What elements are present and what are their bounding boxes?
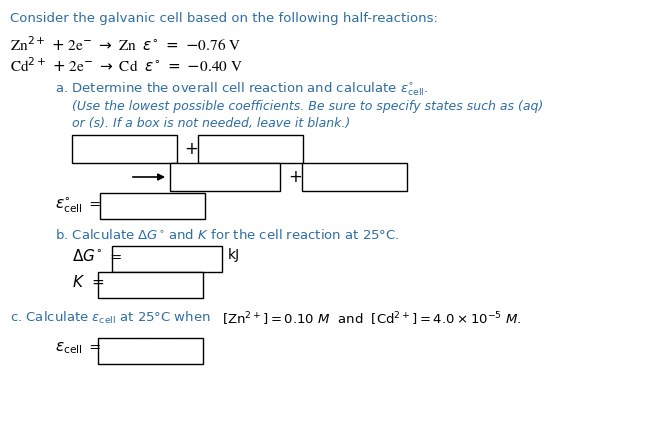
Text: kJ: kJ — [228, 248, 240, 262]
Bar — [98, 338, 203, 364]
Text: +: + — [288, 168, 302, 186]
Bar — [72, 135, 177, 163]
Text: Consider the galvanic cell based on the following half-reactions:: Consider the galvanic cell based on the … — [10, 12, 438, 25]
Text: +: + — [184, 140, 198, 158]
Text: $\mathit{K}$  =: $\mathit{K}$ = — [72, 274, 105, 290]
Text: a. Determine the overall cell reaction and calculate $\varepsilon^{\circ}_{\math: a. Determine the overall cell reaction a… — [55, 80, 428, 98]
Text: Cd$^{2+}$ $+$ 2e$^{-}$ $\rightarrow$ Cd  $\varepsilon^{\circ}$ $=$ $-$0.40 V: Cd$^{2+}$ $+$ 2e$^{-}$ $\rightarrow$ Cd … — [10, 56, 243, 75]
Text: Zn$^{2+}$ $+$ 2e$^{-}$ $\rightarrow$ Zn  $\varepsilon^{\circ}$ $=$ $-$0.76 V: Zn$^{2+}$ $+$ 2e$^{-}$ $\rightarrow$ Zn … — [10, 35, 241, 54]
Text: $\Delta G^{\circ}$  =: $\Delta G^{\circ}$ = — [72, 248, 122, 264]
Bar — [170, 163, 280, 191]
Bar — [302, 163, 407, 191]
Text: or (s). If a box is not needed, leave it blank.): or (s). If a box is not needed, leave it… — [72, 117, 350, 130]
Text: $\left[\mathrm{Zn}^{2+}\right] = 0.10\ \mathit{M}$  and  $\left[\mathrm{Cd}^{2+}: $\left[\mathrm{Zn}^{2+}\right] = 0.10\ \… — [222, 310, 522, 327]
Bar — [198, 135, 303, 163]
Bar — [112, 246, 222, 272]
Bar — [98, 272, 203, 298]
Text: $\varepsilon^{\circ}_{\mathrm{cell}}$  =: $\varepsilon^{\circ}_{\mathrm{cell}}$ = — [55, 195, 101, 215]
Text: $\varepsilon_{\mathrm{cell}}$  =: $\varepsilon_{\mathrm{cell}}$ = — [55, 340, 101, 356]
Bar — [100, 193, 205, 219]
Text: c. Calculate $\varepsilon_{\mathrm{cell}}$ at 25°C when: c. Calculate $\varepsilon_{\mathrm{cell}… — [10, 310, 211, 326]
Text: (Use the lowest possible coefficients. Be sure to specify states such as (aq): (Use the lowest possible coefficients. B… — [72, 100, 543, 113]
Text: b. Calculate $\Delta G^{\circ}$ and $\mathit{K}$ for the cell reaction at 25°C.: b. Calculate $\Delta G^{\circ}$ and $\ma… — [55, 228, 399, 242]
